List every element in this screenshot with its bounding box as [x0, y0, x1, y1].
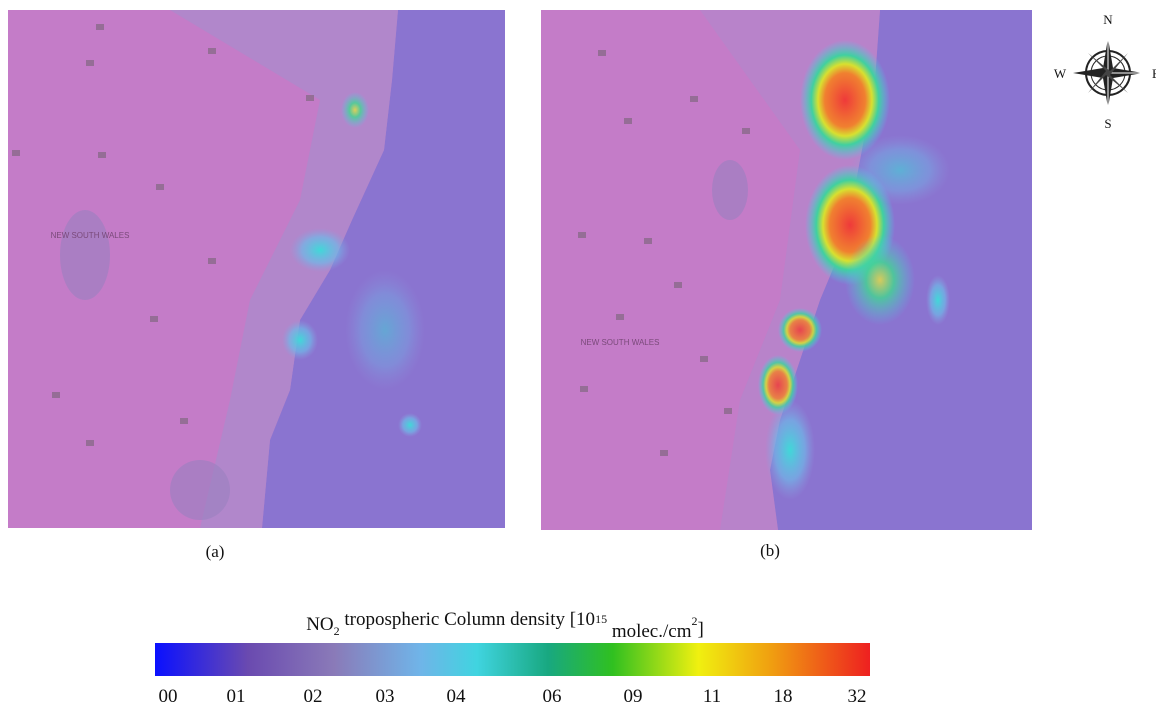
figure: NEW SOUTH WALES NEW SOUTH WALES (a) (b) …: [0, 0, 1156, 712]
panel-label: (b): [760, 541, 780, 560]
colorbar-title-part: tropospheric Column density [10: [340, 609, 595, 630]
colorbar-tick-label: 00: [159, 686, 178, 707]
colorbar-tick-label: 03: [376, 686, 395, 707]
colorbar-tick-label: 06: [543, 686, 562, 707]
compass: N W E S: [1054, 12, 1156, 131]
map-a: NEW SOUTH WALES: [8, 10, 505, 528]
colorbar-title-part: molec./cm: [607, 621, 692, 642]
colorbar-tick-label: 18: [774, 686, 793, 707]
region-label: NEW SOUTH WALES: [581, 338, 660, 347]
region-label: NEW SOUTH WALES: [51, 231, 130, 240]
colorbar-ticks: 00 01 02 03 04 06 09 11 18 32: [159, 686, 867, 707]
colorbar-tick-label: 09: [624, 686, 643, 707]
panel-label: (a): [206, 542, 225, 561]
colorbar-title-part: NO: [306, 614, 333, 635]
compass-label: E: [1152, 66, 1156, 81]
colorbar-title: NO2 tropospheric Column density [1015 mo…: [306, 609, 704, 642]
colorbar: [155, 643, 870, 676]
colorbar-tick-label: 02: [304, 686, 323, 707]
colorbar-title-part: ]: [697, 619, 703, 640]
colorbar-tick-label: 04: [447, 686, 467, 707]
compass-label: N: [1103, 12, 1113, 27]
colorbar-tick-label: 11: [703, 686, 721, 707]
colorbar-tick-label: 01: [227, 686, 246, 707]
colorbar-title-part: 15: [595, 612, 607, 626]
colorbar-tick-label: 32: [848, 686, 867, 707]
compass-label: W: [1054, 66, 1067, 81]
compass-label: S: [1104, 116, 1111, 131]
map-b: NEW SOUTH WALES: [541, 10, 1032, 530]
page: NEW SOUTH WALES NEW SOUTH WALES (a) (b) …: [0, 0, 1156, 712]
